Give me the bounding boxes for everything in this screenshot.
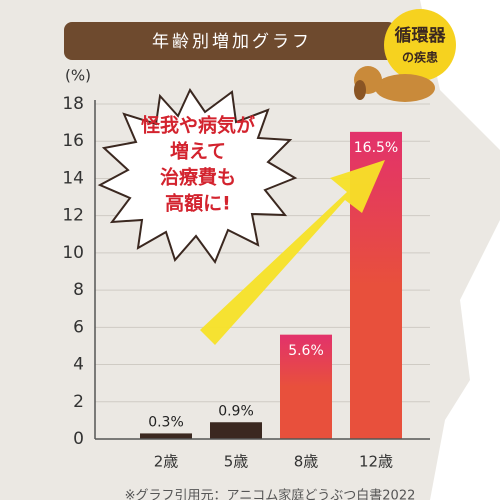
footnote: ※グラフ引用元：アニコム家庭どうぶつ白書2022: [125, 488, 416, 501]
value-label: 16.5%: [354, 140, 398, 156]
title-banner: [64, 22, 396, 60]
backdrop-shape: [420, 0, 500, 500]
bar-shade: [280, 334, 332, 439]
bar: [140, 433, 192, 439]
trend-arrow: [200, 160, 385, 345]
value-label: 0.9%: [218, 403, 254, 419]
value-label: 5.6%: [288, 343, 324, 359]
y-tick-label: 18: [62, 94, 84, 114]
y-tick-label: 12: [62, 206, 84, 226]
badge: [384, 9, 456, 81]
x-tick-label: 8歳: [294, 453, 319, 471]
y-axis-label: (%): [65, 67, 91, 85]
y-tick-label: 6: [73, 317, 84, 337]
y-tick-label: 14: [62, 168, 84, 188]
y-tick-label: 0: [73, 429, 84, 449]
chart-title: 年齢別増加グラフ: [152, 32, 312, 52]
x-tick-label: 2歳: [154, 453, 179, 471]
callout-text: 高額に!: [165, 192, 231, 215]
y-tick-label: 2: [73, 392, 84, 412]
callout-text: 治療費も: [160, 166, 236, 189]
y-tick-label: 16: [62, 131, 84, 151]
x-tick-label: 5歳: [224, 453, 249, 471]
value-label: 0.3%: [148, 414, 184, 430]
y-tick-label: 4: [73, 355, 84, 375]
badge-text: 循環器: [395, 25, 447, 46]
callout-text: 怪我や病気が: [141, 114, 255, 137]
y-tick-label: 10: [62, 243, 84, 263]
y-tick-label: 8: [73, 280, 84, 300]
callout-text: 増えて: [170, 140, 226, 163]
callout-burst: [97, 87, 298, 265]
dog-illustration: [354, 66, 435, 102]
bar: [210, 422, 262, 439]
x-tick-label: 12歳: [359, 453, 393, 471]
badge-text: の疾患: [402, 50, 438, 65]
